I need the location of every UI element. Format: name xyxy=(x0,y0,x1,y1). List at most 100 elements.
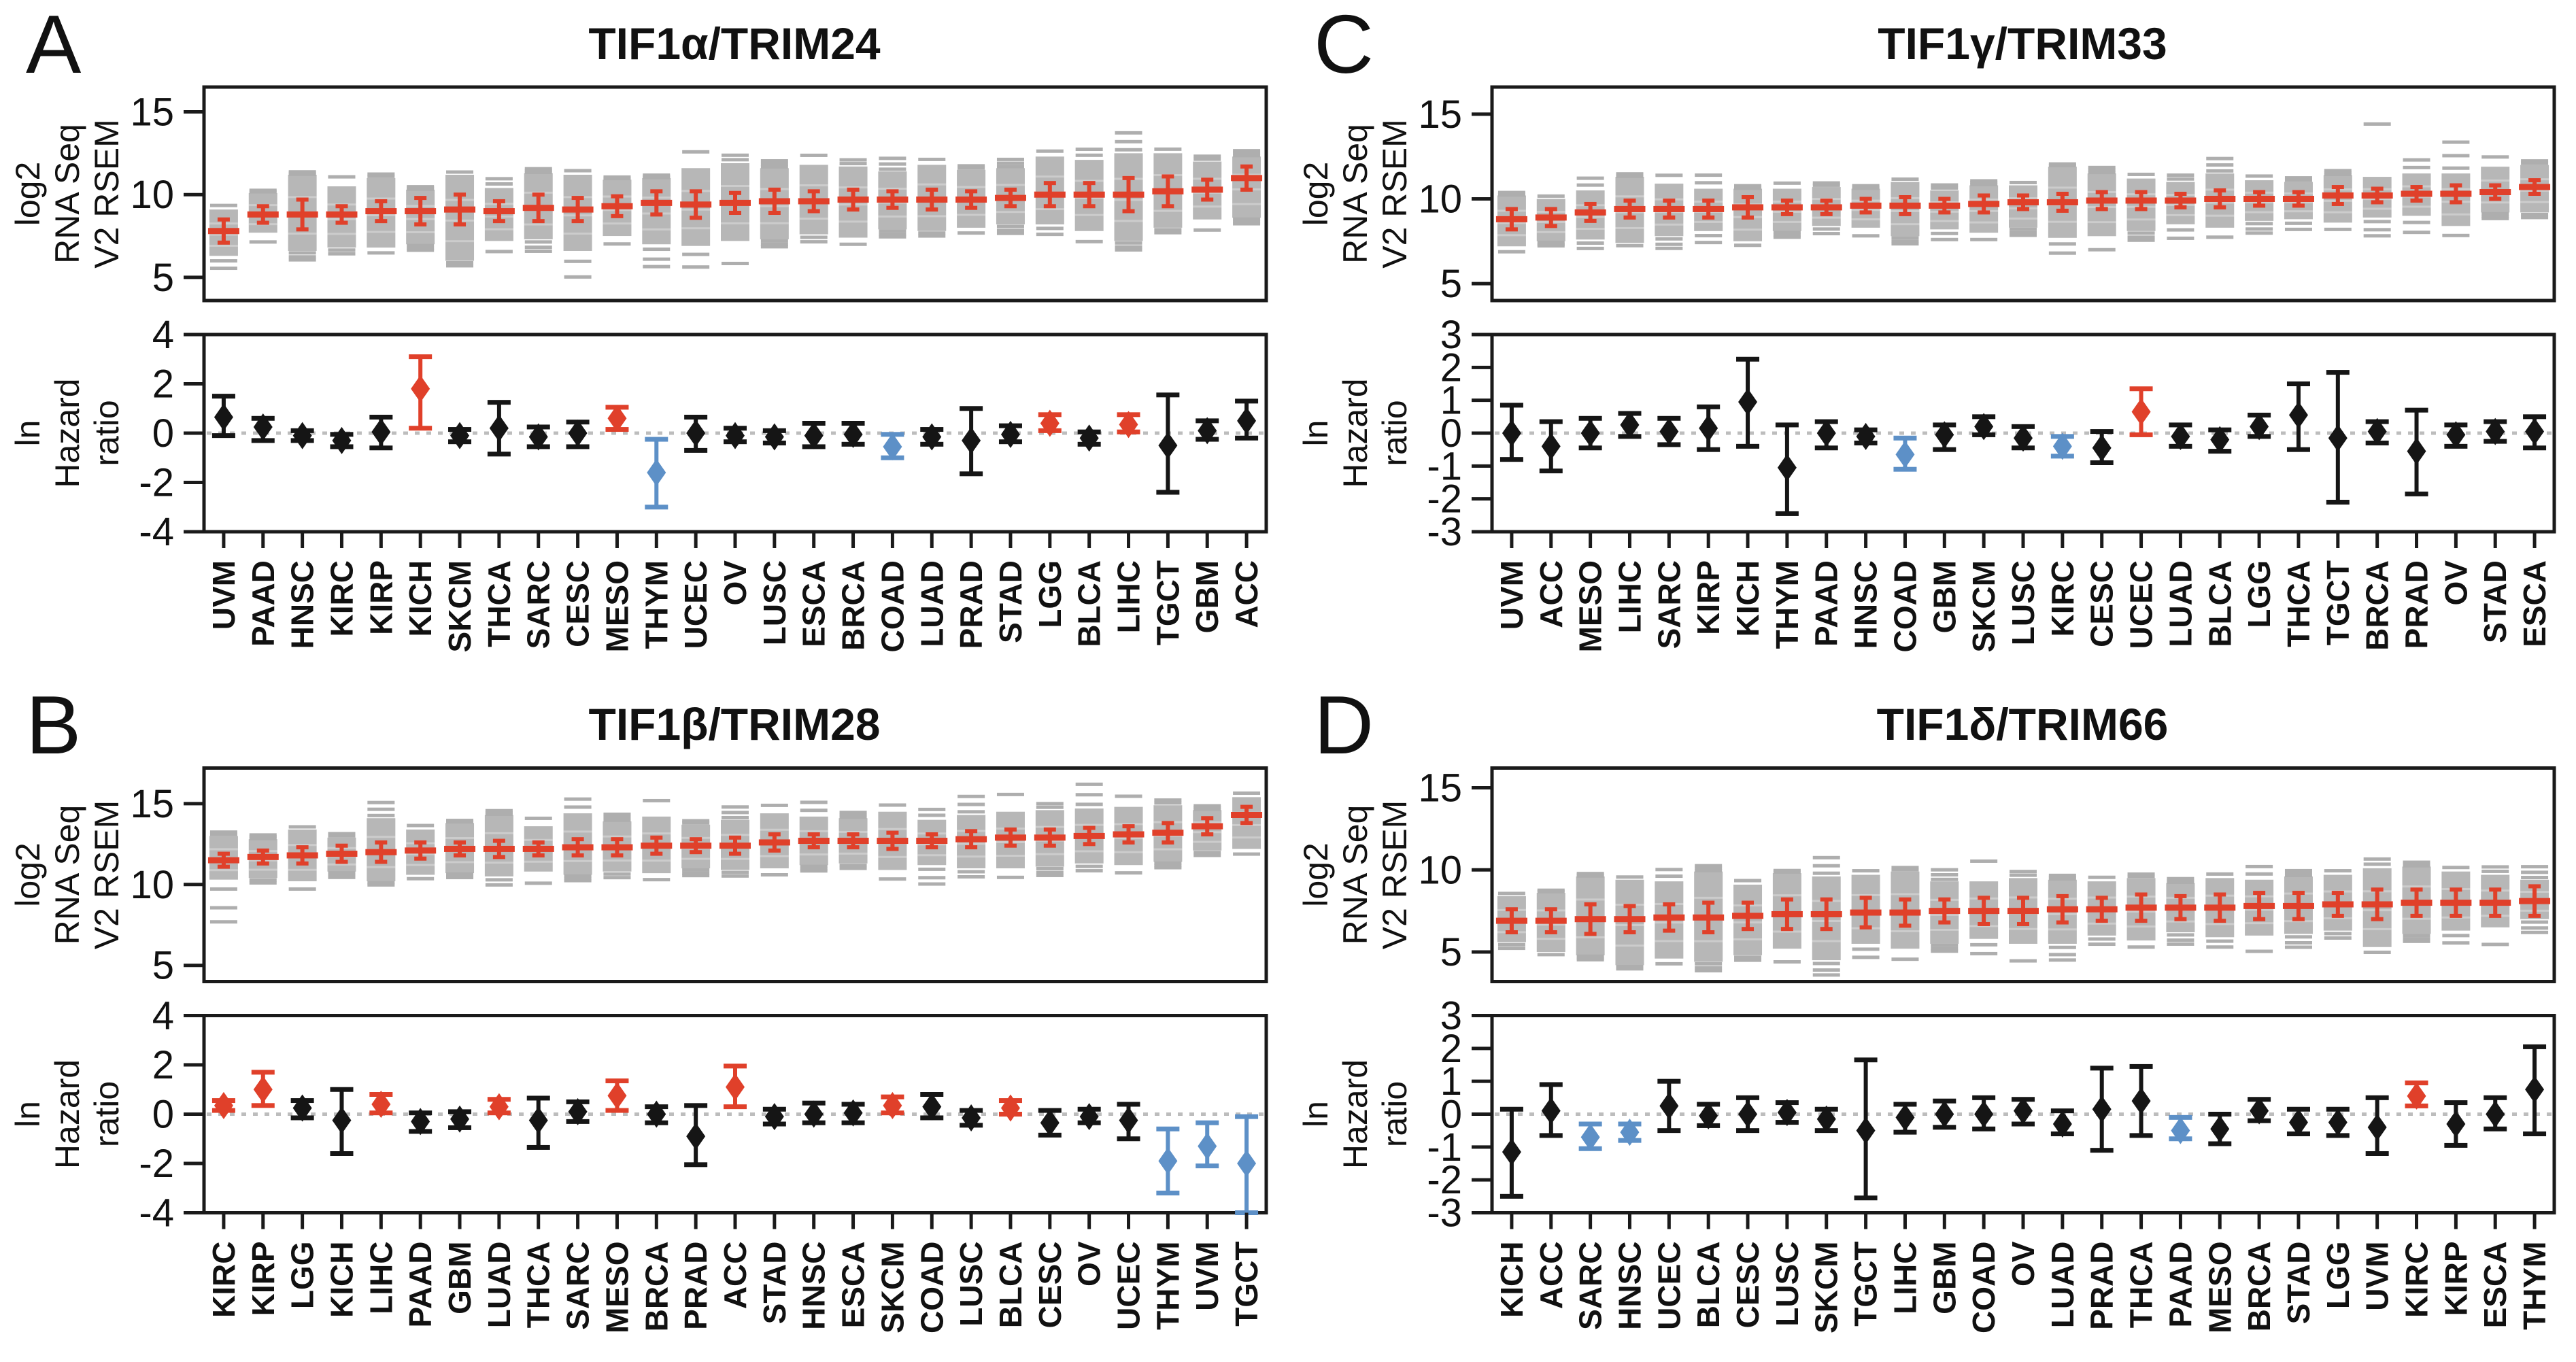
hazard-y-axis-label-line: ratio xyxy=(1376,400,1414,466)
mean-errorbar-cap xyxy=(2017,896,2029,900)
outlier-dash xyxy=(2324,169,2352,173)
outlier-dash xyxy=(1891,957,1919,961)
expression-y-tick-label: 10 xyxy=(130,863,174,907)
outlier-dash xyxy=(1193,804,1221,808)
outlier-dash xyxy=(603,876,631,880)
hazard-y-tick-label: -4 xyxy=(139,1191,174,1236)
expression-mean-marker xyxy=(2086,896,2118,923)
outlier-dash xyxy=(1616,243,1644,248)
outlier-dash xyxy=(2442,140,2470,144)
mean-bar xyxy=(365,849,397,855)
ci-cap xyxy=(1156,1191,1180,1195)
mean-bar xyxy=(1653,914,1685,921)
hr-diamond xyxy=(371,1091,391,1118)
hazard-point xyxy=(2090,1066,2114,1153)
x-category-label: PRAD xyxy=(678,1242,713,1330)
mean-errorbar-cap xyxy=(926,207,938,212)
x-category-label: THCA xyxy=(2281,560,2316,647)
outlier-dash xyxy=(1154,228,1182,232)
hr-diamond xyxy=(1895,1104,1915,1131)
outlier-dash xyxy=(2324,227,2352,231)
outlier-dash xyxy=(1812,973,1840,977)
mean-errorbar-cap xyxy=(768,848,781,853)
mean-errorbar-cap xyxy=(1162,821,1174,825)
mean-errorbar-cap xyxy=(886,205,899,210)
mean-errorbar-cap xyxy=(1623,215,1636,220)
outlier-dash xyxy=(2363,857,2391,861)
outlier-dash xyxy=(2403,165,2430,169)
mean-errorbar-cap xyxy=(1663,928,1676,933)
hr-diamond xyxy=(843,1099,863,1127)
outlier-dash xyxy=(2048,877,2076,881)
outlier-dash xyxy=(957,802,985,806)
sample-bar-texture xyxy=(681,227,711,230)
mean-bar xyxy=(2243,902,2275,909)
mean-errorbar-cap xyxy=(571,853,584,857)
outlier-dash xyxy=(328,832,356,836)
hr-diamond xyxy=(2014,424,2033,452)
hr-diamond xyxy=(1541,432,1561,460)
hazard-point xyxy=(998,1094,1022,1122)
hr-diamond xyxy=(647,459,666,486)
outlier-dash xyxy=(918,157,946,161)
outlier-dash xyxy=(1193,157,1221,161)
mean-errorbar-cap xyxy=(886,189,899,194)
mean-errorbar-cap xyxy=(375,859,388,864)
mean-errorbar-cap xyxy=(414,856,427,861)
expression-mean-marker xyxy=(1535,907,1567,935)
expression-mean-marker xyxy=(1771,198,1803,216)
expression-distribution xyxy=(484,177,513,254)
mean-bar xyxy=(1889,202,1921,209)
outlier-dash xyxy=(446,876,474,880)
hazard-point xyxy=(1077,1103,1101,1131)
x-category-label: LIHC xyxy=(363,1242,399,1314)
expression-y-axis-label-line: V2 RSEM xyxy=(88,119,126,269)
mean-errorbar-cap xyxy=(2528,178,2541,183)
sample-bar-texture xyxy=(1694,896,1723,899)
outlier-dash xyxy=(485,808,513,813)
expression-mean-marker xyxy=(2007,193,2039,211)
expression-mean-marker xyxy=(1968,896,2000,926)
expression-mean-marker xyxy=(916,187,948,212)
mean-errorbar-cap xyxy=(296,845,309,850)
mean-bar xyxy=(2007,199,2039,205)
mean-errorbar-cap xyxy=(650,851,663,856)
mean-errorbar-cap xyxy=(532,192,545,197)
mean-bar xyxy=(1653,205,1685,212)
ci-cap xyxy=(2286,447,2310,452)
outlier-dash xyxy=(1537,244,1565,248)
outlier-dash xyxy=(1773,231,1801,235)
x-category-label: THYM xyxy=(1150,1242,1185,1330)
mean-errorbar-cap xyxy=(2292,203,2305,208)
outlier-dash xyxy=(722,805,749,809)
x-category-label: SKCM xyxy=(1809,1242,1844,1333)
sample-bar-texture xyxy=(1035,208,1064,211)
sample-bar-texture xyxy=(1772,220,1801,223)
hazard-point xyxy=(762,423,786,451)
hazard-point xyxy=(1814,1105,1838,1134)
outlier-dash xyxy=(2088,942,2116,947)
outlier-dash xyxy=(1891,866,1919,870)
x-category-label: SARC xyxy=(1573,1242,1608,1330)
hazard-point xyxy=(1038,409,1062,437)
outlier-dash xyxy=(1891,242,1919,246)
hazard-point xyxy=(881,432,904,460)
ci-cap xyxy=(1235,1114,1259,1119)
sample-bar-texture xyxy=(1733,228,1763,231)
mean-errorbar-cap xyxy=(2214,919,2226,923)
mean-errorbar-cap xyxy=(2253,891,2266,896)
mean-errorbar-cap xyxy=(1859,925,1872,930)
mean-errorbar-cap xyxy=(886,847,899,851)
sample-bar-texture xyxy=(721,185,749,188)
hazard-y-axis-label-line: ratio xyxy=(88,1081,126,1147)
outlier-dash xyxy=(996,157,1024,161)
expression-mean-marker xyxy=(601,837,633,857)
outlier-dash xyxy=(1616,875,1644,879)
hazard-y-axis-label-line: ratio xyxy=(88,400,126,466)
outlier-dash xyxy=(328,252,356,256)
hazard-point xyxy=(1578,1121,1602,1151)
ci-cap xyxy=(2090,460,2114,465)
outlier-dash xyxy=(1075,793,1103,797)
x-category-label: GBM xyxy=(1189,560,1225,633)
hazard-y-tick-label: 2 xyxy=(1440,345,1462,390)
